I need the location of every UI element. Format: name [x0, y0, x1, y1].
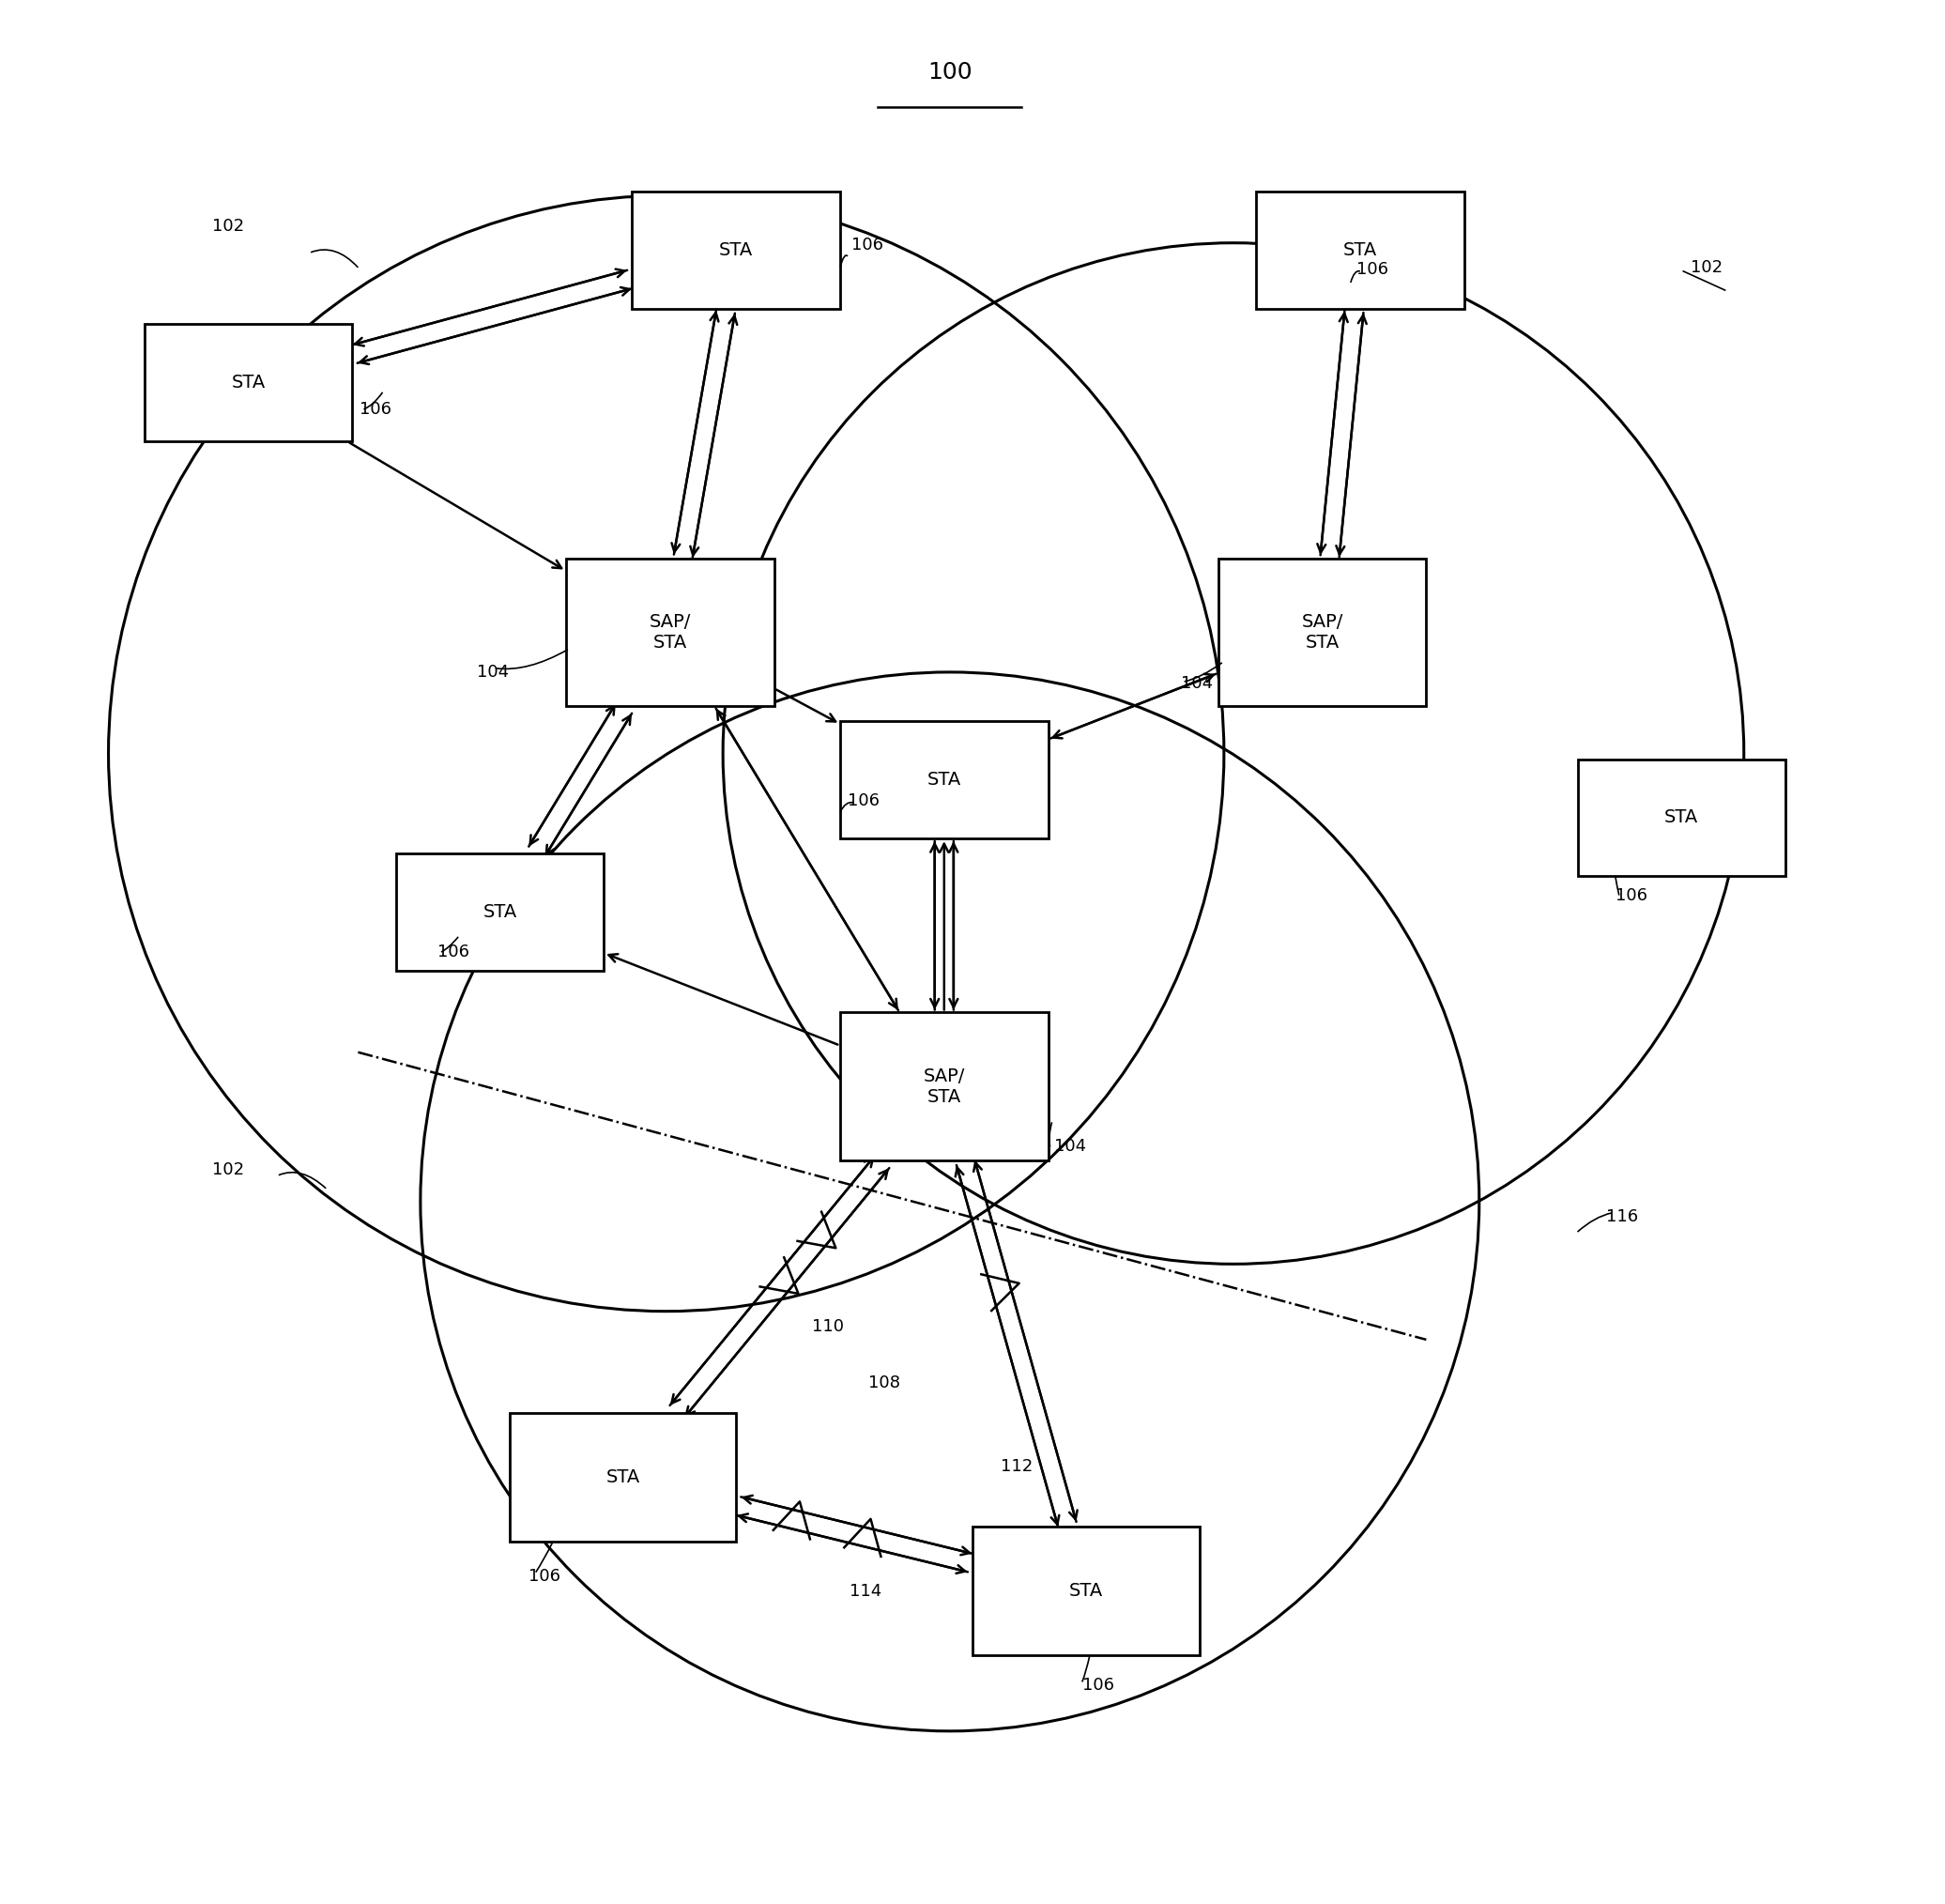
Text: STA: STA: [605, 1468, 640, 1487]
Text: 112: 112: [1002, 1458, 1033, 1476]
Text: STA: STA: [928, 771, 961, 788]
Text: 102: 102: [1690, 259, 1723, 276]
Text: 106: 106: [438, 944, 469, 960]
Text: 108: 108: [869, 1375, 901, 1392]
Text: 106: 106: [848, 792, 879, 809]
FancyBboxPatch shape: [144, 324, 352, 442]
FancyBboxPatch shape: [632, 192, 840, 308]
Text: 104: 104: [477, 664, 510, 680]
Text: 100: 100: [928, 61, 972, 84]
Text: 106: 106: [529, 1567, 560, 1584]
Text: 102: 102: [212, 1161, 245, 1179]
Text: 106: 106: [1616, 887, 1647, 904]
Text: 104: 104: [1054, 1139, 1085, 1156]
Text: STA: STA: [1070, 1582, 1103, 1599]
FancyBboxPatch shape: [840, 1013, 1048, 1160]
Text: 106: 106: [1081, 1677, 1114, 1695]
Text: 114: 114: [850, 1582, 881, 1599]
FancyBboxPatch shape: [1577, 760, 1786, 876]
Text: 106: 106: [852, 236, 883, 253]
FancyBboxPatch shape: [566, 558, 774, 706]
Text: STA: STA: [482, 902, 517, 922]
Text: 106: 106: [360, 402, 391, 417]
Text: STA: STA: [720, 242, 753, 259]
Text: STA: STA: [1665, 809, 1698, 826]
Text: 102: 102: [212, 217, 245, 234]
Text: SAP/
STA: SAP/ STA: [1301, 613, 1344, 651]
Text: 110: 110: [811, 1318, 844, 1335]
FancyBboxPatch shape: [1218, 558, 1426, 706]
Text: 104: 104: [1181, 676, 1212, 691]
Text: SAP/
STA: SAP/ STA: [924, 1066, 965, 1106]
Text: STA: STA: [231, 373, 265, 392]
FancyBboxPatch shape: [397, 853, 603, 971]
FancyBboxPatch shape: [510, 1413, 735, 1542]
FancyBboxPatch shape: [972, 1527, 1200, 1655]
Text: STA: STA: [1344, 242, 1377, 259]
Text: SAP/
STA: SAP/ STA: [650, 613, 690, 651]
FancyBboxPatch shape: [840, 722, 1048, 838]
FancyBboxPatch shape: [1256, 192, 1465, 308]
Text: 116: 116: [1607, 1209, 1638, 1224]
Text: 106: 106: [1356, 261, 1389, 278]
